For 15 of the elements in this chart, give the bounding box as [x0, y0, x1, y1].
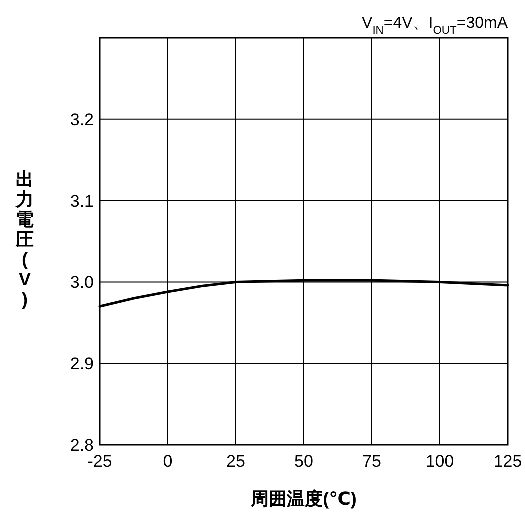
y-tick-label: 2.8 — [70, 436, 94, 455]
y-tick-label: 2.9 — [70, 354, 94, 374]
x-tick-label: 125 — [494, 452, 522, 471]
y-axis-title: 出力電圧(V) — [15, 170, 34, 310]
y-tick-label: 3.2 — [70, 110, 94, 130]
y-tick-label: 3.1 — [70, 192, 94, 211]
x-tick-label: 0 — [163, 452, 173, 471]
y-tick-label: 3.0 — [70, 273, 94, 292]
chart-subtitle: V$_{IN}$=4V、I$_{OUT}$=30mA — [362, 15, 508, 37]
x-tick-label: 25 — [226, 452, 246, 471]
x-axis-title: 周囲温度(℃) — [250, 489, 357, 509]
x-tick-label: -25 — [88, 452, 112, 471]
x-tick-label: 75 — [362, 452, 382, 471]
x-tick-label: 100 — [426, 452, 454, 471]
x-tick-label: 50 — [294, 452, 314, 471]
